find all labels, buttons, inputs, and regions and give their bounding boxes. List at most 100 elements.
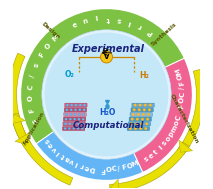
- Text: F: F: [121, 164, 127, 171]
- Circle shape: [66, 104, 69, 106]
- Wedge shape: [37, 132, 142, 180]
- Text: P: P: [146, 28, 154, 36]
- Text: a: a: [64, 155, 71, 162]
- Text: C: C: [111, 166, 117, 172]
- Text: r: r: [137, 23, 143, 30]
- Text: e: e: [84, 163, 90, 170]
- Polygon shape: [106, 101, 109, 104]
- FancyBboxPatch shape: [132, 103, 154, 107]
- Wedge shape: [134, 58, 192, 172]
- Text: m: m: [170, 124, 179, 133]
- Circle shape: [73, 118, 76, 120]
- Text: O: O: [27, 95, 34, 101]
- Text: O: O: [179, 97, 186, 104]
- Polygon shape: [11, 113, 73, 185]
- Polygon shape: [110, 179, 119, 189]
- Circle shape: [134, 127, 137, 130]
- Text: t: t: [60, 152, 66, 159]
- Text: /: /: [117, 165, 121, 172]
- Polygon shape: [15, 132, 30, 144]
- Text: s: s: [143, 155, 150, 163]
- Circle shape: [133, 108, 136, 111]
- Text: e⁻: e⁻: [102, 46, 111, 55]
- Text: n: n: [82, 18, 89, 25]
- Text: O: O: [177, 73, 184, 80]
- Circle shape: [130, 122, 133, 125]
- FancyBboxPatch shape: [130, 112, 152, 116]
- Text: V: V: [104, 54, 109, 60]
- Wedge shape: [21, 9, 184, 143]
- FancyBboxPatch shape: [129, 117, 151, 121]
- Text: i: i: [56, 149, 62, 155]
- Circle shape: [82, 118, 85, 120]
- Circle shape: [74, 108, 77, 111]
- Circle shape: [64, 122, 67, 125]
- Circle shape: [147, 113, 150, 116]
- Text: o: o: [173, 120, 180, 127]
- Circle shape: [137, 113, 140, 116]
- Circle shape: [68, 127, 71, 130]
- Text: C: C: [180, 92, 186, 97]
- Text: Characterization: Characterization: [169, 93, 200, 145]
- Circle shape: [146, 118, 149, 121]
- Circle shape: [72, 127, 75, 130]
- Text: O: O: [126, 162, 133, 170]
- FancyBboxPatch shape: [63, 122, 85, 126]
- FancyBboxPatch shape: [64, 108, 87, 112]
- Text: s: s: [44, 137, 51, 144]
- Circle shape: [145, 122, 148, 125]
- Circle shape: [74, 113, 76, 116]
- Circle shape: [79, 104, 82, 106]
- Text: s: s: [161, 140, 168, 147]
- Polygon shape: [8, 114, 25, 124]
- Text: F: F: [29, 107, 35, 112]
- Circle shape: [83, 104, 86, 106]
- Circle shape: [70, 108, 73, 111]
- Circle shape: [101, 51, 112, 63]
- Circle shape: [140, 122, 143, 125]
- Text: M: M: [51, 33, 60, 42]
- Text: F: F: [101, 166, 105, 173]
- Polygon shape: [179, 140, 193, 152]
- FancyBboxPatch shape: [128, 122, 151, 126]
- Circle shape: [138, 108, 141, 111]
- Circle shape: [136, 118, 139, 121]
- Text: M: M: [130, 160, 139, 168]
- Circle shape: [135, 122, 138, 125]
- Text: H₂O: H₂O: [99, 108, 116, 117]
- Circle shape: [64, 127, 66, 130]
- FancyBboxPatch shape: [127, 127, 150, 131]
- FancyBboxPatch shape: [65, 103, 87, 107]
- Text: t: t: [106, 15, 109, 22]
- Circle shape: [75, 104, 77, 106]
- Circle shape: [45, 33, 168, 156]
- Text: v: v: [69, 157, 75, 165]
- Polygon shape: [9, 53, 30, 146]
- Text: i: i: [158, 145, 164, 151]
- Circle shape: [83, 108, 85, 111]
- Circle shape: [131, 118, 134, 121]
- Text: D: D: [89, 165, 96, 172]
- Circle shape: [69, 118, 72, 120]
- Circle shape: [139, 127, 142, 130]
- Circle shape: [141, 118, 144, 121]
- FancyBboxPatch shape: [64, 112, 86, 116]
- Circle shape: [148, 108, 151, 111]
- Text: Application: Application: [23, 111, 46, 146]
- Text: i: i: [128, 19, 132, 26]
- Text: t: t: [153, 149, 160, 155]
- Text: F: F: [38, 52, 45, 59]
- Circle shape: [79, 108, 81, 111]
- Circle shape: [77, 122, 80, 125]
- Circle shape: [132, 113, 135, 116]
- Text: C: C: [175, 114, 183, 121]
- Circle shape: [66, 108, 68, 111]
- Circle shape: [144, 127, 147, 130]
- Circle shape: [81, 122, 84, 125]
- Circle shape: [144, 104, 147, 107]
- Text: H₂: H₂: [139, 71, 149, 80]
- Circle shape: [69, 122, 71, 125]
- Text: e: e: [71, 22, 78, 29]
- Text: s: s: [33, 62, 40, 68]
- Text: e: e: [47, 141, 55, 149]
